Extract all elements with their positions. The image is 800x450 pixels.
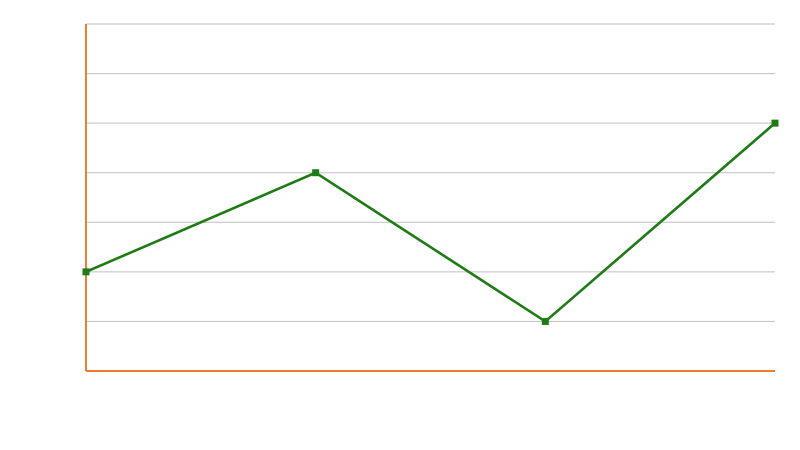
axes <box>85 24 775 372</box>
series-line-1 <box>85 122 776 323</box>
series-lines <box>85 122 776 323</box>
data-point-1 <box>82 268 90 276</box>
data-point-4 <box>771 119 779 127</box>
data-point-2 <box>312 169 320 177</box>
series-markers <box>82 119 779 325</box>
gridlines <box>86 23 775 322</box>
data-point-3 <box>541 317 549 325</box>
